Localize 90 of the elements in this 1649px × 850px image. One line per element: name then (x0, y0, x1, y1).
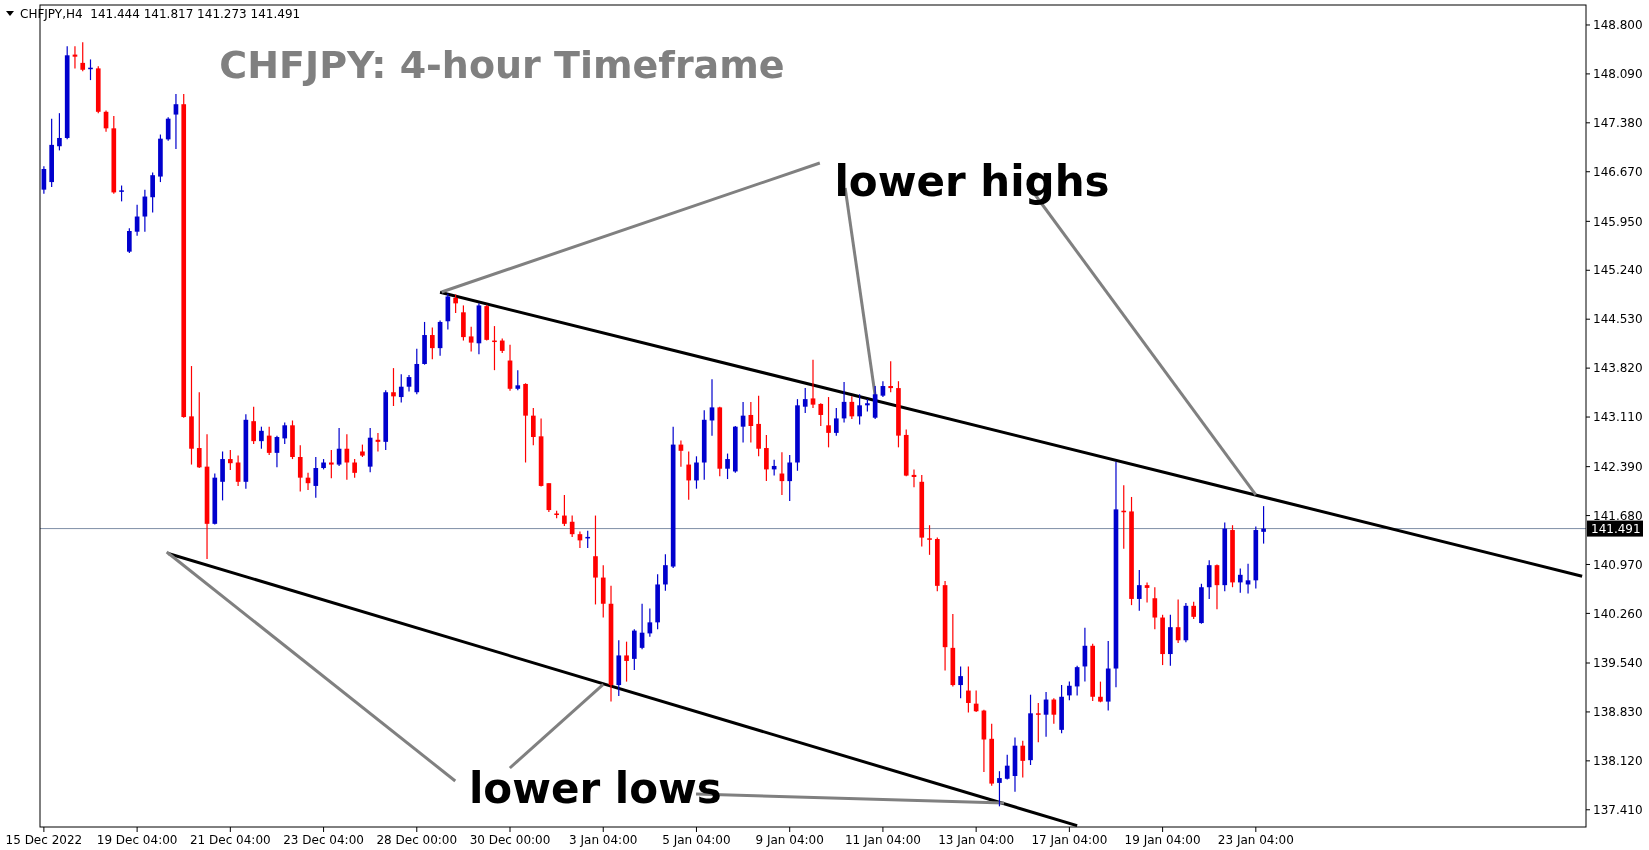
candlestick (1152, 586, 1158, 630)
candlestick (764, 434, 769, 482)
candlestick (165, 116, 171, 142)
x-tick-label: 23 Dec 04:00 (283, 833, 364, 847)
y-tick-label: 147.380 (1593, 116, 1643, 131)
candlestick (228, 449, 233, 471)
candlestick (196, 391, 202, 469)
candlestick (818, 402, 824, 427)
x-tick-label: 19 Jan 04:00 (1124, 833, 1201, 847)
x-tick-label: 30 Dec 00:00 (469, 833, 551, 847)
y-tick-label: 138.120 (1593, 754, 1643, 769)
candlestick (266, 426, 272, 456)
x-tick-label: 19 Dec 04:00 (96, 833, 178, 847)
y-tick-label: 137.410 (1593, 802, 1643, 817)
candlestick (430, 326, 435, 360)
y-tick-label: 148.800 (1593, 18, 1643, 33)
candlestick (1237, 568, 1243, 594)
candlestick (127, 227, 132, 254)
x-tick-label: 5 Jan 04:00 (662, 833, 731, 847)
y-tick-label: 143.110 (1593, 410, 1643, 425)
candlestick (173, 93, 179, 150)
candlestick (468, 326, 474, 353)
y-tick-label: 144.530 (1593, 312, 1643, 327)
x-tick-label: 23 Jan 04:00 (1217, 833, 1294, 847)
y-tick-label: 141.680 (1593, 508, 1643, 523)
y-tick-label: 138.830 (1593, 705, 1643, 720)
annotation: CHFJPY,H4 141.444 141.817 141.273 141.491 (20, 7, 301, 21)
candlestick (1261, 505, 1266, 545)
candlestick (282, 421, 288, 445)
x-tick-label: 13 Jan 04:00 (938, 833, 1015, 847)
candlestick (57, 112, 62, 151)
candlestick (313, 456, 319, 499)
candlestick (453, 293, 458, 314)
candlestick (1206, 559, 1212, 600)
x-tick-label: 15 Dec 2022 (5, 833, 83, 847)
y-tick-label: 145.240 (1593, 263, 1643, 278)
candlestick (787, 454, 793, 502)
candlestick (391, 367, 396, 407)
candlestick (1136, 569, 1142, 612)
candlestick (1020, 740, 1026, 778)
text: CHFJPY: 4-hour Timeframe (219, 43, 785, 87)
candlestick (833, 407, 839, 437)
candlestick (686, 450, 692, 501)
candlestick (826, 396, 831, 448)
x-tick-label: 21 Dec 04:00 (189, 833, 271, 847)
candlestick (593, 514, 598, 606)
candlestick (802, 387, 808, 414)
candlestick (515, 369, 521, 391)
candlestick (810, 359, 816, 409)
y-tick-label: 140.970 (1593, 557, 1643, 572)
y-tick-label: 139.540 (1593, 656, 1643, 671)
candlestick (398, 373, 404, 404)
candlestick (220, 450, 225, 501)
candlestick (663, 553, 668, 592)
candlestick (725, 452, 730, 480)
x-tick-label: 11 Jan 04:00 (844, 833, 921, 847)
annotation: lower lows (468, 764, 722, 813)
candlestick (251, 406, 256, 445)
y-tick-label: 140.260 (1593, 606, 1643, 621)
y-tick-label: 143.820 (1593, 361, 1643, 376)
candlestick (562, 494, 567, 527)
candlestick (259, 426, 264, 450)
candlestick (1067, 681, 1072, 701)
candlestick (888, 360, 894, 393)
candlestick (857, 393, 862, 426)
candlestick (927, 524, 932, 556)
annotation: lower highs (834, 157, 1110, 206)
candlestick (80, 41, 86, 72)
candlestick (1144, 581, 1150, 603)
candlestick (958, 665, 963, 699)
candlestick (352, 458, 357, 479)
y-tick-label: 145.950 (1593, 214, 1643, 229)
x-tick-label: 28 Dec 00:00 (376, 833, 458, 847)
candlestick (624, 641, 629, 683)
x-tick-label: 17 Jan 04:00 (1031, 833, 1108, 847)
x-tick-label: 9 Jan 04:00 (755, 833, 824, 847)
candlestick (966, 665, 971, 714)
y-tick-label: 146.670 (1593, 164, 1643, 179)
y-tick-label: 142.390 (1593, 459, 1643, 474)
candlestick (694, 455, 699, 490)
candlestick (329, 449, 334, 479)
candlestick (1035, 702, 1041, 743)
candlestick (150, 171, 155, 213)
ref-line-label: 141.491 (1591, 521, 1641, 536)
candlestick (530, 407, 536, 446)
y-tick-label: 148.090 (1593, 67, 1643, 82)
candlestick (1004, 754, 1010, 781)
candlestick (297, 444, 303, 493)
candlestick (997, 770, 1002, 807)
x-tick-label: 3 Jan 04:00 (569, 833, 638, 847)
